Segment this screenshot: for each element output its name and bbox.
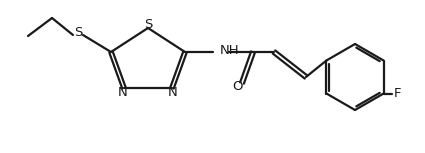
Text: N: N xyxy=(168,86,178,99)
Text: N: N xyxy=(118,86,128,99)
Text: S: S xyxy=(74,26,82,39)
Text: O: O xyxy=(233,80,243,93)
Text: S: S xyxy=(144,17,152,30)
Text: NH: NH xyxy=(220,43,240,56)
Text: F: F xyxy=(394,87,401,100)
